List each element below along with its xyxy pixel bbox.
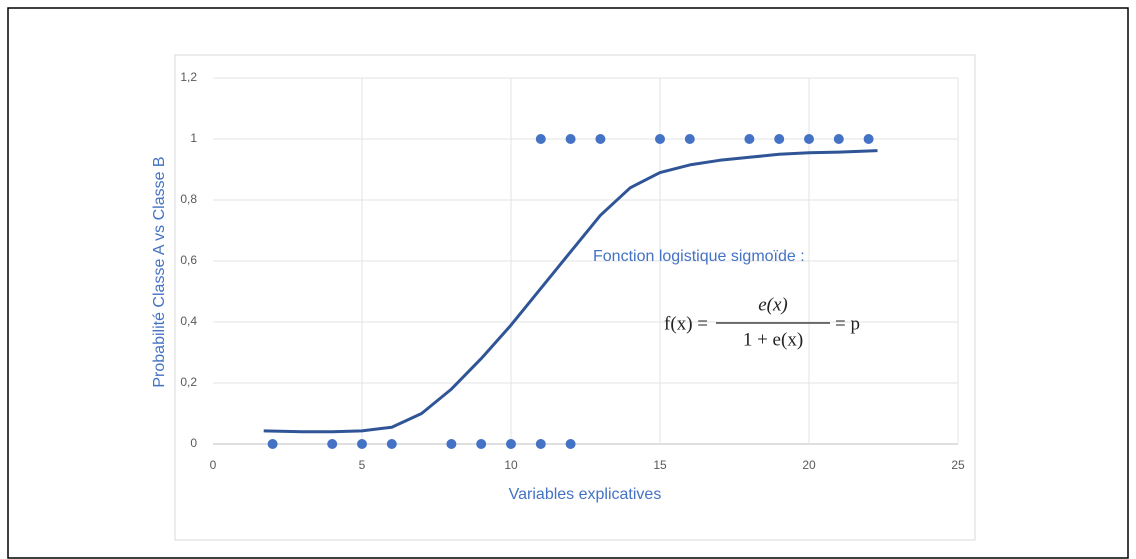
x-tick-label: 20 xyxy=(802,458,816,472)
y-tick-label: 0 xyxy=(190,436,197,450)
data-point xyxy=(804,134,814,144)
data-point xyxy=(446,439,457,449)
chart-frame xyxy=(174,54,976,541)
formula-numerator: e(x) xyxy=(758,294,788,315)
y-tick-label: 0,8 xyxy=(180,192,197,206)
data-point xyxy=(684,134,695,144)
data-point xyxy=(833,134,844,144)
formula-right: = p xyxy=(835,313,860,334)
data-point xyxy=(386,439,397,449)
data-point xyxy=(565,134,576,144)
annotation: Fonction logistique sigmoïde : xyxy=(593,248,805,265)
y-axis-title: Probabilité Classe A vs Classe B xyxy=(151,156,168,387)
data-point xyxy=(535,439,546,449)
y-tick-label: 0,6 xyxy=(180,253,197,267)
x-axis-title: Variables explicatives xyxy=(509,486,662,503)
y-tick-label: 1 xyxy=(190,131,197,145)
x-tick-label: 15 xyxy=(653,458,667,472)
data-point xyxy=(267,439,278,449)
data-point xyxy=(863,134,874,144)
formula-denominator: 1 + e(x) xyxy=(743,329,803,350)
data-point xyxy=(595,134,606,144)
data-point xyxy=(565,439,576,449)
x-tick-label: 10 xyxy=(504,458,518,472)
y-tick-label: 0,2 xyxy=(180,375,197,389)
data-point xyxy=(327,439,338,449)
x-tick-label: 25 xyxy=(951,458,965,472)
data-point xyxy=(476,439,487,449)
data-point xyxy=(357,439,367,449)
data-point xyxy=(535,134,546,144)
outer-frame xyxy=(7,7,1129,559)
data-point xyxy=(655,134,665,144)
data-point xyxy=(744,134,755,144)
sigmoid-curve xyxy=(263,149,878,434)
data-point xyxy=(506,439,516,449)
formula-left: f(x) = xyxy=(664,313,708,334)
y-tick-label: 0,4 xyxy=(180,314,197,328)
data-point xyxy=(774,134,785,144)
x-tick-label: 0 xyxy=(210,458,217,472)
x-tick-label: 5 xyxy=(359,458,366,472)
y-tick-label: 1,2 xyxy=(180,70,197,84)
